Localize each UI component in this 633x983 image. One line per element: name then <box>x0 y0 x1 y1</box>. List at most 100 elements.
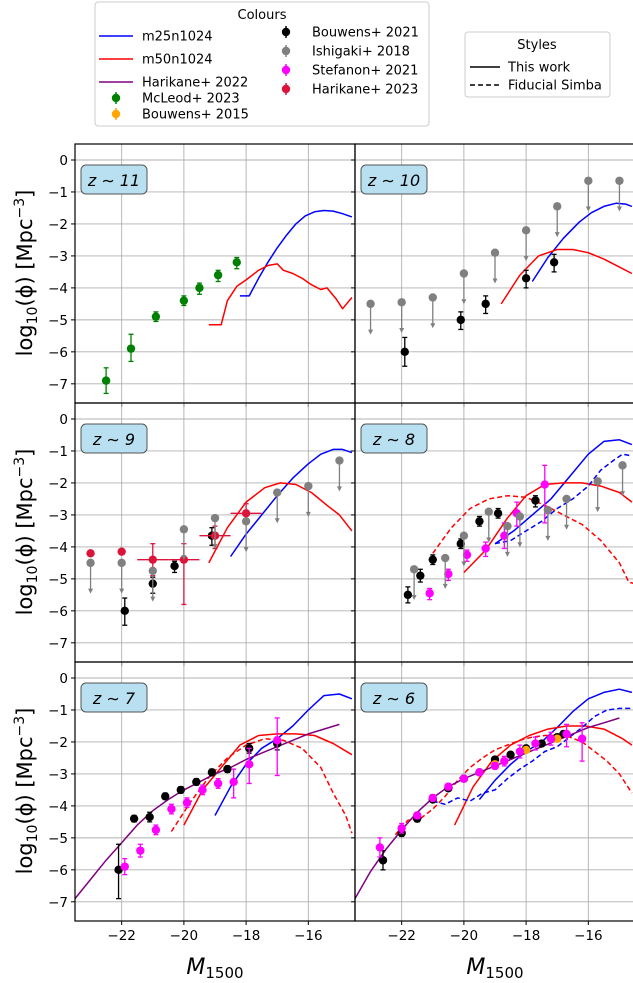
data-marker <box>161 792 170 801</box>
upper-limit-arrowhead <box>336 486 342 492</box>
data-point <box>151 311 161 323</box>
x-tick-label: −16 <box>294 928 323 944</box>
data-marker <box>375 843 385 852</box>
y-tick-label: −3 <box>48 249 68 265</box>
upper-limit-arrowhead <box>564 524 570 530</box>
data-point <box>416 568 425 583</box>
y-axis-label-part: ] <box>13 708 37 716</box>
data-marker <box>136 846 145 855</box>
data-marker <box>456 539 465 548</box>
upper-limit-arrowhead <box>595 507 601 513</box>
series-line <box>494 439 633 545</box>
data-marker <box>462 550 472 560</box>
data-marker <box>378 856 388 865</box>
data-point <box>129 814 139 823</box>
data-marker <box>444 782 453 791</box>
y-tick-label: −1 <box>48 444 68 460</box>
redshift-box-frame <box>80 164 148 195</box>
legend-colours-label: m25n1024 <box>142 30 213 45</box>
redshift-box-frame <box>80 682 148 713</box>
data-marker <box>198 785 207 795</box>
data-marker <box>562 729 571 739</box>
upper-limit-arrowhead <box>517 542 523 548</box>
y-axis-label-part: 10 <box>25 825 41 843</box>
data-marker <box>521 274 531 283</box>
data-marker <box>210 513 220 523</box>
x-axis-label-sub: 1500 <box>485 964 523 982</box>
redshift-box-frame <box>360 164 428 195</box>
y-tick-label: −5 <box>48 313 68 329</box>
upper-limit-arrowhead <box>616 206 622 212</box>
x-axis-label-main: M <box>186 955 205 980</box>
chart-panel: z ∼ 8 <box>351 402 633 666</box>
data-point <box>170 560 179 574</box>
data-point <box>176 785 185 795</box>
y-axis-label-part: 10 <box>25 307 41 325</box>
data-point <box>192 777 201 787</box>
chart-panel: z ∼ 10 <box>351 143 633 407</box>
legend-colours-label: Harikane+ 2022 <box>142 76 248 91</box>
y-tick-label: −3 <box>48 767 68 783</box>
redshift-label: z ∼ 6 <box>372 689 415 708</box>
data-point <box>101 367 111 395</box>
legend-marker-swatch <box>281 46 291 56</box>
legend-styles: Styles This work Fiducial Simba <box>464 31 611 98</box>
data-point <box>481 541 490 558</box>
upper-limit-arrowhead <box>411 595 417 601</box>
data-point <box>409 565 419 601</box>
data-point <box>273 717 282 777</box>
data-point <box>506 750 515 759</box>
legend-styles-label: Fiducial Simba <box>508 79 602 94</box>
legend-marker-swatch <box>281 84 291 94</box>
legend-styles-frame <box>464 31 611 98</box>
data-marker <box>397 824 406 833</box>
y-axis-label-part: −3 <box>12 716 28 737</box>
data-point <box>167 803 176 815</box>
chart-panel: 0 −1 −2 −3 −4 −5 −6 −7 −22 −20 −18 −16 z ∼ 7 <box>48 661 356 944</box>
legend-colours: Colours m25n1024 m50n1024 Harikane+ 2022Mc… <box>94 1 430 127</box>
upper-limit-arrowhead <box>88 588 94 594</box>
data-point <box>441 553 450 589</box>
redshift-box-frame <box>360 682 428 713</box>
legend-colours-entry: Harikane+ 2023 <box>281 83 418 98</box>
data-marker <box>148 566 157 576</box>
data-point <box>549 253 559 273</box>
data-point <box>304 481 313 517</box>
data-marker <box>475 768 484 777</box>
data-point <box>543 505 553 541</box>
y-tick-label: −2 <box>48 217 68 233</box>
data-point <box>553 734 562 743</box>
chart-panel: 0 −1 −2 −3 −4 −5 −6 −7 z ∼ 11 <box>48 143 356 407</box>
data-point <box>179 295 189 307</box>
x-tick-label: −20 <box>450 928 479 944</box>
data-marker <box>521 226 531 235</box>
legend-marker-swatch <box>111 93 121 103</box>
upper-limit-arrowhead <box>119 588 125 594</box>
y-axis-label-part: −3 <box>12 198 28 219</box>
y-tick-label: 0 <box>59 412 68 428</box>
data-point <box>148 566 157 602</box>
x-axis-label-sub: 1500 <box>205 964 243 982</box>
upper-limit-arrowhead <box>585 206 591 212</box>
series-line <box>463 482 633 574</box>
x-tick-label: −22 <box>107 928 136 944</box>
data-marker <box>117 558 126 568</box>
data-point <box>229 768 238 799</box>
data-marker <box>531 496 540 505</box>
data-marker <box>120 606 129 616</box>
data-point <box>117 558 126 594</box>
series-line <box>229 448 353 557</box>
data-point <box>210 513 220 549</box>
data-point <box>366 299 375 335</box>
data-marker <box>241 509 251 518</box>
data-point <box>232 256 241 270</box>
upper-limit-arrowhead <box>504 551 510 557</box>
panel-plot-area <box>75 693 353 900</box>
data-marker <box>537 739 546 748</box>
data-point <box>444 568 453 582</box>
data-point <box>230 503 262 524</box>
legend-colours-entry: m50n1024 <box>99 53 213 68</box>
data-point <box>515 744 525 759</box>
data-marker <box>167 804 176 814</box>
legend-colours-frame <box>94 1 430 127</box>
